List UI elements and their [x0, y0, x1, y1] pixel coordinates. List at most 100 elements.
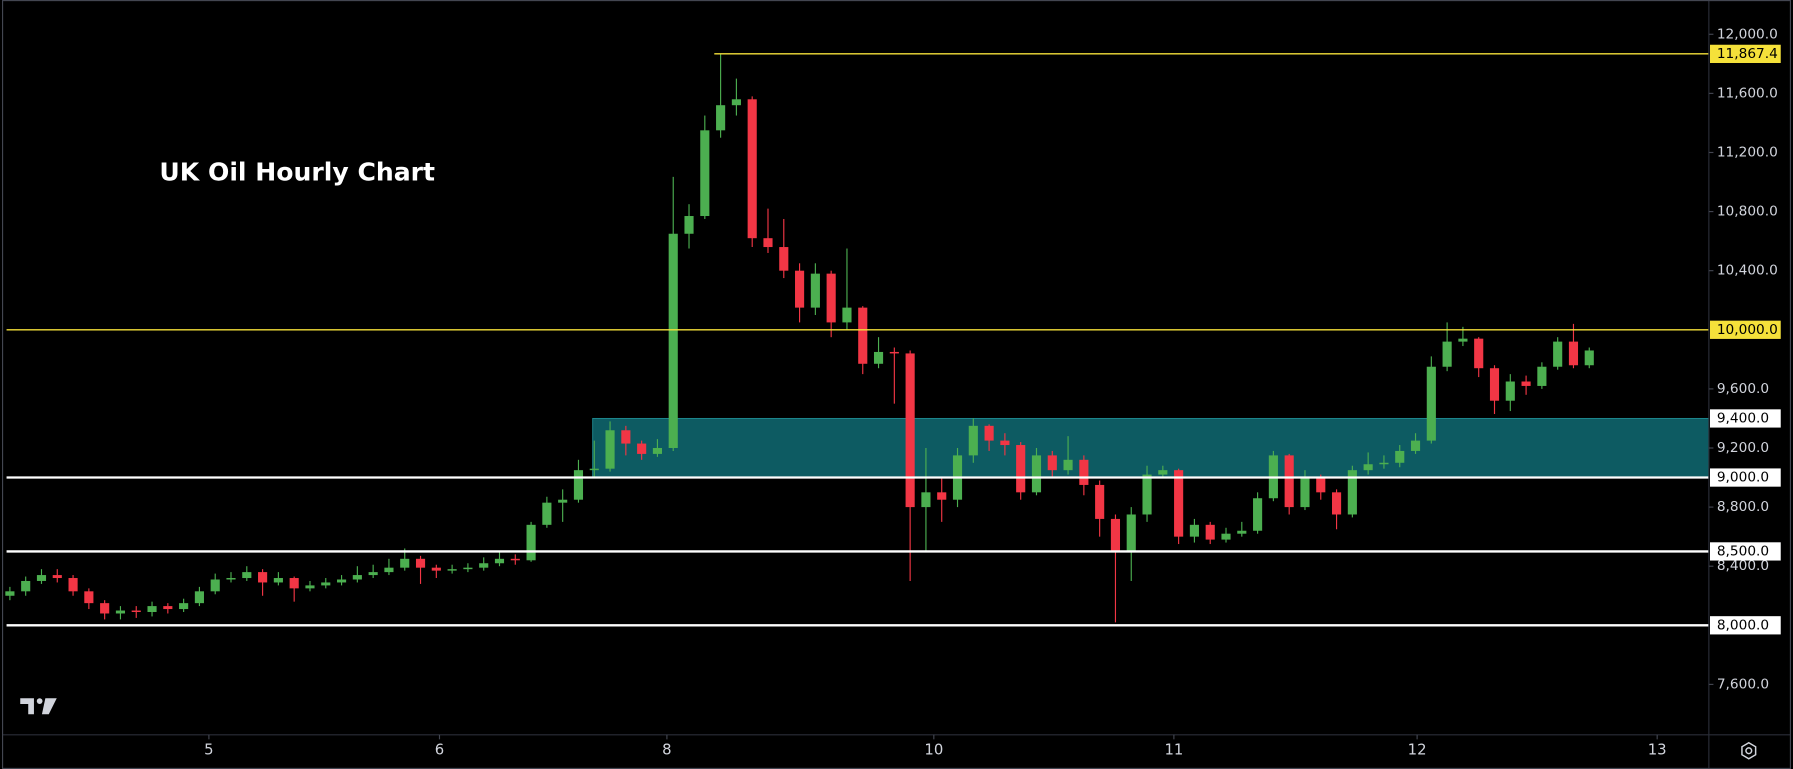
candle-body — [431, 567, 441, 571]
candle-body — [1300, 477, 1310, 508]
level-label: 9,000.0 — [1717, 470, 1769, 486]
candle-body — [1316, 477, 1326, 493]
candle-body — [447, 569, 457, 571]
candle-body — [84, 591, 94, 604]
candle-body — [1521, 381, 1531, 386]
candle-body — [305, 585, 315, 589]
candle-body — [826, 273, 836, 323]
candle-body — [1063, 459, 1073, 471]
candle-body — [795, 270, 805, 308]
level-label-box — [1709, 320, 1781, 339]
y-tick-label: 9,200.0 — [1717, 440, 1769, 456]
candle-body — [1410, 440, 1421, 451]
y-tick-label: 11,600.0 — [1717, 85, 1778, 101]
y-tick-label: 7,600.0 — [1717, 676, 1769, 692]
candle-body — [1253, 498, 1263, 531]
candle-body — [1126, 514, 1136, 552]
candle-body — [937, 492, 947, 500]
candle-body — [368, 572, 378, 576]
candle-body — [1205, 524, 1215, 540]
level-label: 11,867.4 — [1717, 46, 1778, 62]
candle-body — [226, 578, 236, 580]
candle-body — [716, 105, 726, 131]
candle-body — [1189, 524, 1199, 537]
candle-body — [1584, 350, 1594, 366]
candle-body — [1474, 338, 1484, 369]
candle-body — [700, 130, 710, 217]
candle-body — [763, 238, 773, 248]
x-tick-label: 6 — [435, 742, 444, 759]
candle-body — [589, 468, 599, 471]
candle-body — [463, 567, 473, 570]
candle-body — [352, 575, 362, 580]
candle-body — [1221, 533, 1231, 540]
candle-body — [984, 425, 994, 441]
candle-body — [1031, 455, 1042, 493]
candle-body — [163, 606, 173, 610]
y-tick-label: 11,200.0 — [1717, 144, 1778, 160]
level-label: 10,000.0 — [1717, 322, 1778, 338]
y-tick-label: 10,800.0 — [1717, 204, 1778, 220]
candle-body — [1237, 530, 1247, 534]
candle-body — [921, 492, 931, 508]
chart-title: UK Oil Hourly Chart — [159, 157, 435, 186]
level-label-box — [1709, 542, 1781, 561]
candle-body — [336, 579, 347, 583]
candle-body — [384, 567, 394, 573]
candle-body — [842, 307, 852, 323]
candle-body — [479, 563, 489, 568]
level-label: 8,500.0 — [1717, 543, 1769, 559]
x-tick-label: 11 — [1164, 742, 1183, 759]
candle-body — [873, 351, 884, 364]
candle-body — [652, 447, 662, 454]
candle-body — [179, 603, 189, 610]
candle-body — [858, 307, 868, 364]
zone-label-box — [1709, 409, 1781, 428]
settings-icon[interactable] — [1741, 741, 1757, 760]
x-tick-label: 13 — [1648, 742, 1667, 759]
candle-body — [415, 558, 426, 568]
y-tick-label: 12,000.0 — [1717, 26, 1778, 42]
candle-body — [1458, 338, 1468, 342]
candle-body — [526, 524, 536, 561]
level-label: 8,000.0 — [1717, 617, 1769, 633]
candle-body — [289, 578, 299, 589]
candle-body — [194, 591, 204, 604]
candle-body — [1442, 341, 1452, 367]
candle-body — [1158, 470, 1168, 475]
candle-body — [115, 610, 126, 614]
candle-body — [1284, 455, 1294, 508]
candle-body — [1426, 366, 1436, 441]
candle-body — [510, 558, 520, 561]
candle-body — [542, 502, 552, 525]
support-zone — [592, 417, 1710, 479]
y-tick-label: 8,400.0 — [1717, 558, 1769, 574]
candle-body — [1489, 368, 1500, 401]
candle-body — [558, 499, 568, 503]
candle-body — [210, 579, 220, 592]
candle-body — [1000, 440, 1010, 446]
candle-body — [1347, 470, 1357, 515]
level-label-box — [1709, 616, 1781, 635]
candle-body — [1505, 381, 1515, 401]
x-tick-label: 12 — [1408, 742, 1427, 759]
y-tick-label: 9,600.0 — [1717, 381, 1769, 397]
candle-body — [573, 470, 584, 500]
candle-body — [621, 430, 631, 444]
candle-body — [810, 273, 820, 308]
candle-body — [1363, 464, 1373, 471]
candle-body — [1331, 492, 1342, 515]
candle-body — [1379, 462, 1389, 465]
tradingview-logo — [20, 698, 57, 715]
candle-body — [400, 558, 410, 568]
candle-body — [1395, 450, 1405, 463]
level-label-box — [1709, 44, 1781, 63]
candle-body — [684, 216, 694, 234]
candle-body — [605, 430, 615, 469]
candle-body — [1016, 445, 1026, 493]
candle-body — [779, 247, 789, 271]
candle-body — [131, 610, 141, 613]
